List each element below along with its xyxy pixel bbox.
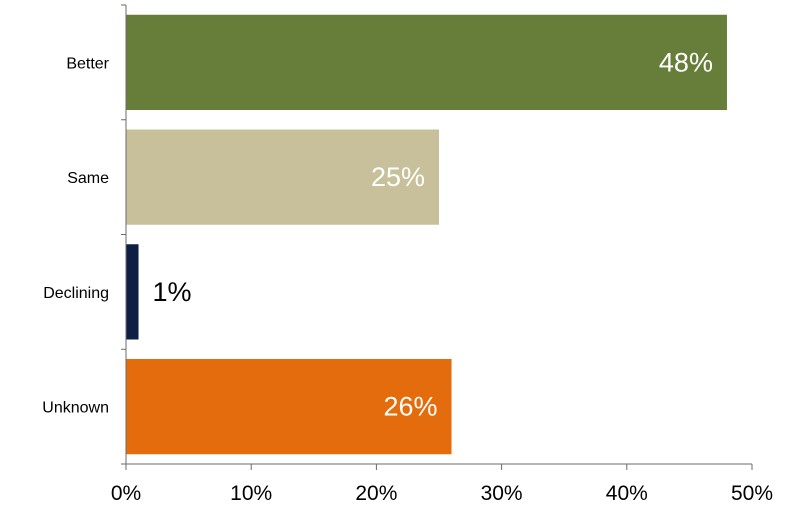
bar-unknown <box>126 359 452 455</box>
data-label-unknown: 26% <box>383 392 437 422</box>
data-label-same: 25% <box>371 162 425 192</box>
x-tick-label: 50% <box>731 482 773 505</box>
bars-layer <box>126 14 727 455</box>
x-tick-label: 40% <box>606 482 648 505</box>
x-tick-label: 10% <box>230 482 272 505</box>
data-label-declining: 1% <box>153 277 192 307</box>
bar-better <box>126 14 727 110</box>
bar-same <box>126 129 439 225</box>
category-label-better: Better <box>66 55 109 72</box>
labels-layer: 48% Better 25% Same 1% Declining 26% Unknown <box>42 47 713 421</box>
x-tick-label: 0% <box>111 482 141 505</box>
data-label-better: 48% <box>659 47 713 77</box>
x-tick-label: 20% <box>355 482 397 505</box>
x-tick-label: 30% <box>481 482 523 505</box>
category-label-declining: Declining <box>43 285 109 302</box>
axes-layer: 0% 10% 20% 30% 40% 50% <box>111 4 773 505</box>
category-label-same: Same <box>67 170 109 187</box>
category-label-unknown: Unknown <box>42 400 109 417</box>
bar-declining <box>126 244 139 340</box>
